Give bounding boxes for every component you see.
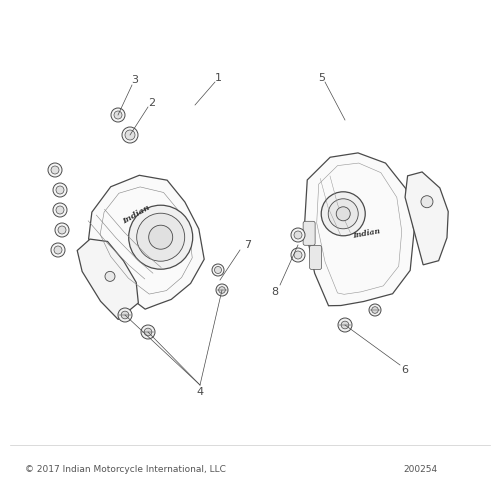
Polygon shape — [304, 153, 414, 306]
Polygon shape — [77, 239, 138, 320]
Text: 8: 8 — [272, 287, 278, 297]
Circle shape — [212, 264, 224, 276]
Polygon shape — [405, 172, 448, 265]
Text: 6: 6 — [402, 365, 408, 375]
Polygon shape — [88, 176, 204, 309]
Circle shape — [294, 231, 302, 239]
Text: Indian: Indian — [121, 203, 151, 226]
Text: Indian: Indian — [352, 227, 380, 240]
Circle shape — [125, 130, 135, 140]
Circle shape — [294, 251, 302, 259]
Text: © 2017 Indian Motorcycle International, LLC: © 2017 Indian Motorcycle International, … — [25, 466, 226, 474]
Circle shape — [141, 325, 155, 339]
Circle shape — [144, 328, 152, 336]
Circle shape — [105, 272, 115, 281]
Circle shape — [111, 108, 125, 122]
Circle shape — [291, 228, 305, 242]
Circle shape — [51, 243, 65, 257]
FancyBboxPatch shape — [303, 222, 315, 246]
Circle shape — [341, 321, 349, 329]
Circle shape — [51, 166, 59, 174]
Circle shape — [369, 304, 381, 316]
Circle shape — [328, 199, 358, 229]
Circle shape — [53, 183, 67, 197]
Circle shape — [56, 206, 64, 214]
Circle shape — [372, 306, 378, 314]
Circle shape — [336, 207, 350, 221]
Circle shape — [218, 286, 226, 294]
Circle shape — [58, 226, 66, 234]
Circle shape — [338, 318, 352, 332]
Circle shape — [48, 163, 62, 177]
Circle shape — [53, 203, 67, 217]
Circle shape — [128, 205, 192, 269]
Text: 5: 5 — [318, 73, 326, 83]
Text: 4: 4 — [196, 387, 203, 397]
Circle shape — [122, 127, 138, 143]
Circle shape — [136, 213, 184, 261]
Circle shape — [118, 308, 132, 322]
Text: 3: 3 — [132, 75, 138, 85]
Text: 200254: 200254 — [403, 466, 437, 474]
Circle shape — [55, 223, 69, 237]
Circle shape — [148, 225, 172, 249]
Circle shape — [321, 192, 365, 236]
Text: 7: 7 — [244, 240, 252, 250]
Circle shape — [216, 284, 228, 296]
Circle shape — [56, 186, 64, 194]
Text: 1: 1 — [214, 73, 222, 83]
Circle shape — [291, 248, 305, 262]
Circle shape — [421, 196, 433, 207]
FancyBboxPatch shape — [310, 246, 322, 270]
Text: 2: 2 — [148, 98, 156, 108]
Circle shape — [214, 266, 222, 274]
Circle shape — [121, 311, 129, 319]
Circle shape — [54, 246, 62, 254]
Circle shape — [114, 111, 122, 119]
